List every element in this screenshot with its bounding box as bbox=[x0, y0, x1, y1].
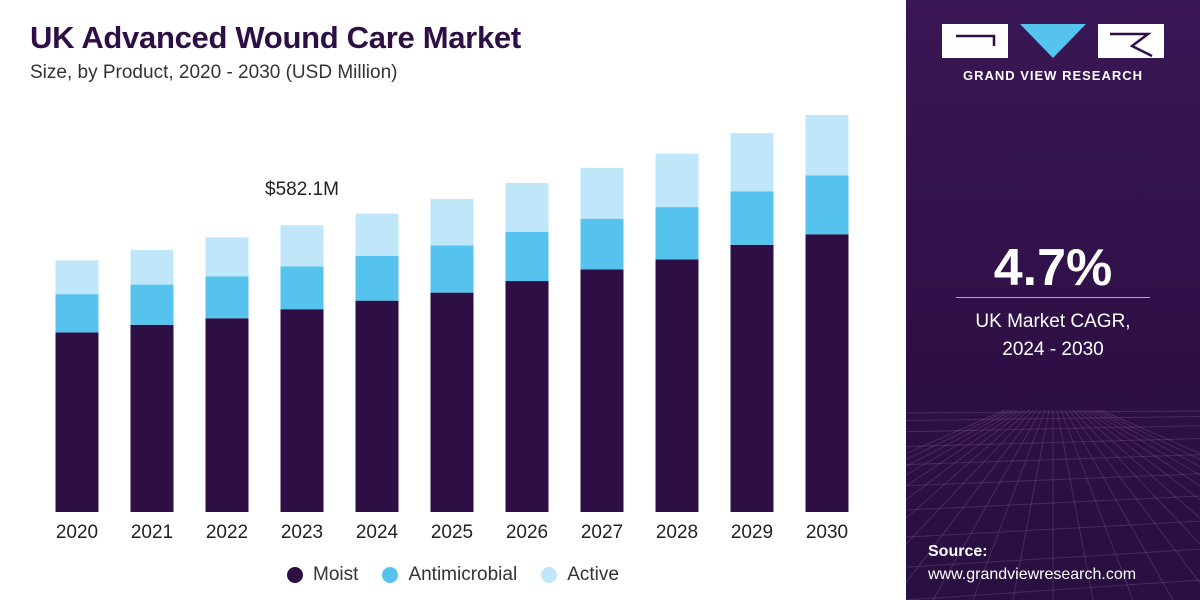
legend-label-moist: Moist bbox=[313, 564, 359, 585]
bar-antimicrobial-2021 bbox=[130, 284, 174, 325]
cagr-label-line2: 2024 - 2030 bbox=[1002, 339, 1104, 360]
bar-antimicrobial-2025 bbox=[430, 245, 474, 293]
bar-antimicrobial-2026 bbox=[505, 231, 549, 282]
bar-active-2020 bbox=[55, 260, 99, 295]
bar-antimicrobial-2027 bbox=[580, 218, 624, 270]
source-title: Source: bbox=[928, 543, 988, 560]
bar-moist-2025 bbox=[430, 292, 474, 512]
legend-item-active: Active bbox=[541, 564, 619, 586]
cagr-label-line1: UK Market CAGR, bbox=[975, 311, 1131, 332]
x-tick-label-2030: 2030 bbox=[806, 522, 848, 543]
bar-antimicrobial-2023 bbox=[280, 266, 324, 310]
legend-item-antimicrobial: Antimicrobial bbox=[382, 564, 517, 586]
legend-swatch-antimicrobial bbox=[382, 567, 399, 583]
brand-logo bbox=[942, 24, 1164, 58]
legend: Moist Antimicrobial Active bbox=[0, 561, 906, 589]
x-tick-label-2025: 2025 bbox=[431, 522, 473, 543]
bar-active-2025 bbox=[430, 199, 474, 246]
legend-label-antimicrobial: Antimicrobial bbox=[408, 564, 518, 585]
x-tick-label-2021: 2021 bbox=[131, 522, 173, 543]
bar-active-2023 bbox=[280, 225, 324, 267]
bar-antimicrobial-2029 bbox=[730, 191, 774, 245]
bar-active-2030 bbox=[805, 115, 849, 176]
bar-antimicrobial-2028 bbox=[655, 207, 699, 260]
x-tick-label-2024: 2024 bbox=[356, 522, 399, 543]
x-tick-label-2020: 2020 bbox=[56, 522, 98, 543]
x-tick-label-2027: 2027 bbox=[581, 522, 623, 543]
bar-antimicrobial-2030 bbox=[805, 175, 849, 235]
chart-panel: UK Advanced Wound Care Market Size, by P… bbox=[0, 20, 906, 589]
decorative-grid bbox=[906, 409, 1200, 600]
stacked-bar-chart: 2020 2021 2022 2023 2024 2025 2026 2027 2028 2029… bbox=[55, 115, 849, 543]
legend-swatch-moist bbox=[287, 567, 304, 583]
annotations: $582.1M bbox=[265, 179, 339, 200]
x-tick-label-2022: 2022 bbox=[206, 522, 248, 543]
bar-active-2024 bbox=[355, 213, 399, 256]
side-panel: GRAND VIEW RESEARCH 4.7% UK Market CAGR,… bbox=[906, 0, 1200, 600]
x-tick-label-2023: 2023 bbox=[281, 522, 323, 543]
bar-active-2026 bbox=[505, 182, 549, 232]
cagr-label: UK Market CAGR, 2024 - 2030 bbox=[906, 308, 1200, 364]
x-tick-label-2029: 2029 bbox=[731, 522, 773, 543]
bar-active-2021 bbox=[130, 249, 174, 285]
bar-moist-2021 bbox=[130, 324, 174, 512]
bar-active-2022 bbox=[205, 237, 249, 277]
bar-active-2028 bbox=[655, 153, 699, 208]
chart-subtitle: Size, by Product, 2020 - 2030 (USD Milli… bbox=[30, 62, 398, 83]
bar-moist-2026 bbox=[505, 281, 549, 512]
bar-antimicrobial-2020 bbox=[55, 294, 99, 333]
bar-active-2027 bbox=[580, 167, 624, 219]
bar-antimicrobial-2024 bbox=[355, 255, 399, 301]
bar-moist-2022 bbox=[205, 318, 249, 512]
cagr-divider bbox=[956, 297, 1150, 298]
source-url[interactable]: www.grandviewresearch.com bbox=[928, 566, 1137, 583]
x-tick-labels: 2020 2021 2022 2023 2024 2025 2026 2027 2028 2029… bbox=[56, 522, 848, 543]
bar-moist-2029 bbox=[730, 244, 774, 512]
chart-title: UK Advanced Wound Care Market bbox=[30, 20, 521, 55]
cagr-value: 4.7% bbox=[993, 239, 1113, 297]
bar-antimicrobial-2022 bbox=[205, 276, 249, 319]
bar-moist-2024 bbox=[355, 300, 399, 512]
x-tick-label-2026: 2026 bbox=[506, 522, 548, 543]
legend-swatch-active bbox=[541, 567, 558, 583]
legend-label-active: Active bbox=[567, 564, 619, 585]
bar-active-2029 bbox=[730, 133, 774, 192]
bar-moist-2023 bbox=[280, 309, 324, 512]
brand-name: GRAND VIEW RESEARCH bbox=[962, 68, 1144, 83]
bar-moist-2020 bbox=[55, 332, 99, 512]
bar-moist-2030 bbox=[805, 234, 849, 512]
legend-item-moist: Moist bbox=[287, 564, 358, 586]
bar-moist-2028 bbox=[655, 259, 699, 512]
bar-moist-2027 bbox=[580, 269, 624, 512]
annotation-2023: $582.1M bbox=[265, 179, 339, 200]
bars-layer bbox=[55, 115, 849, 512]
x-tick-label-2028: 2028 bbox=[656, 522, 698, 543]
